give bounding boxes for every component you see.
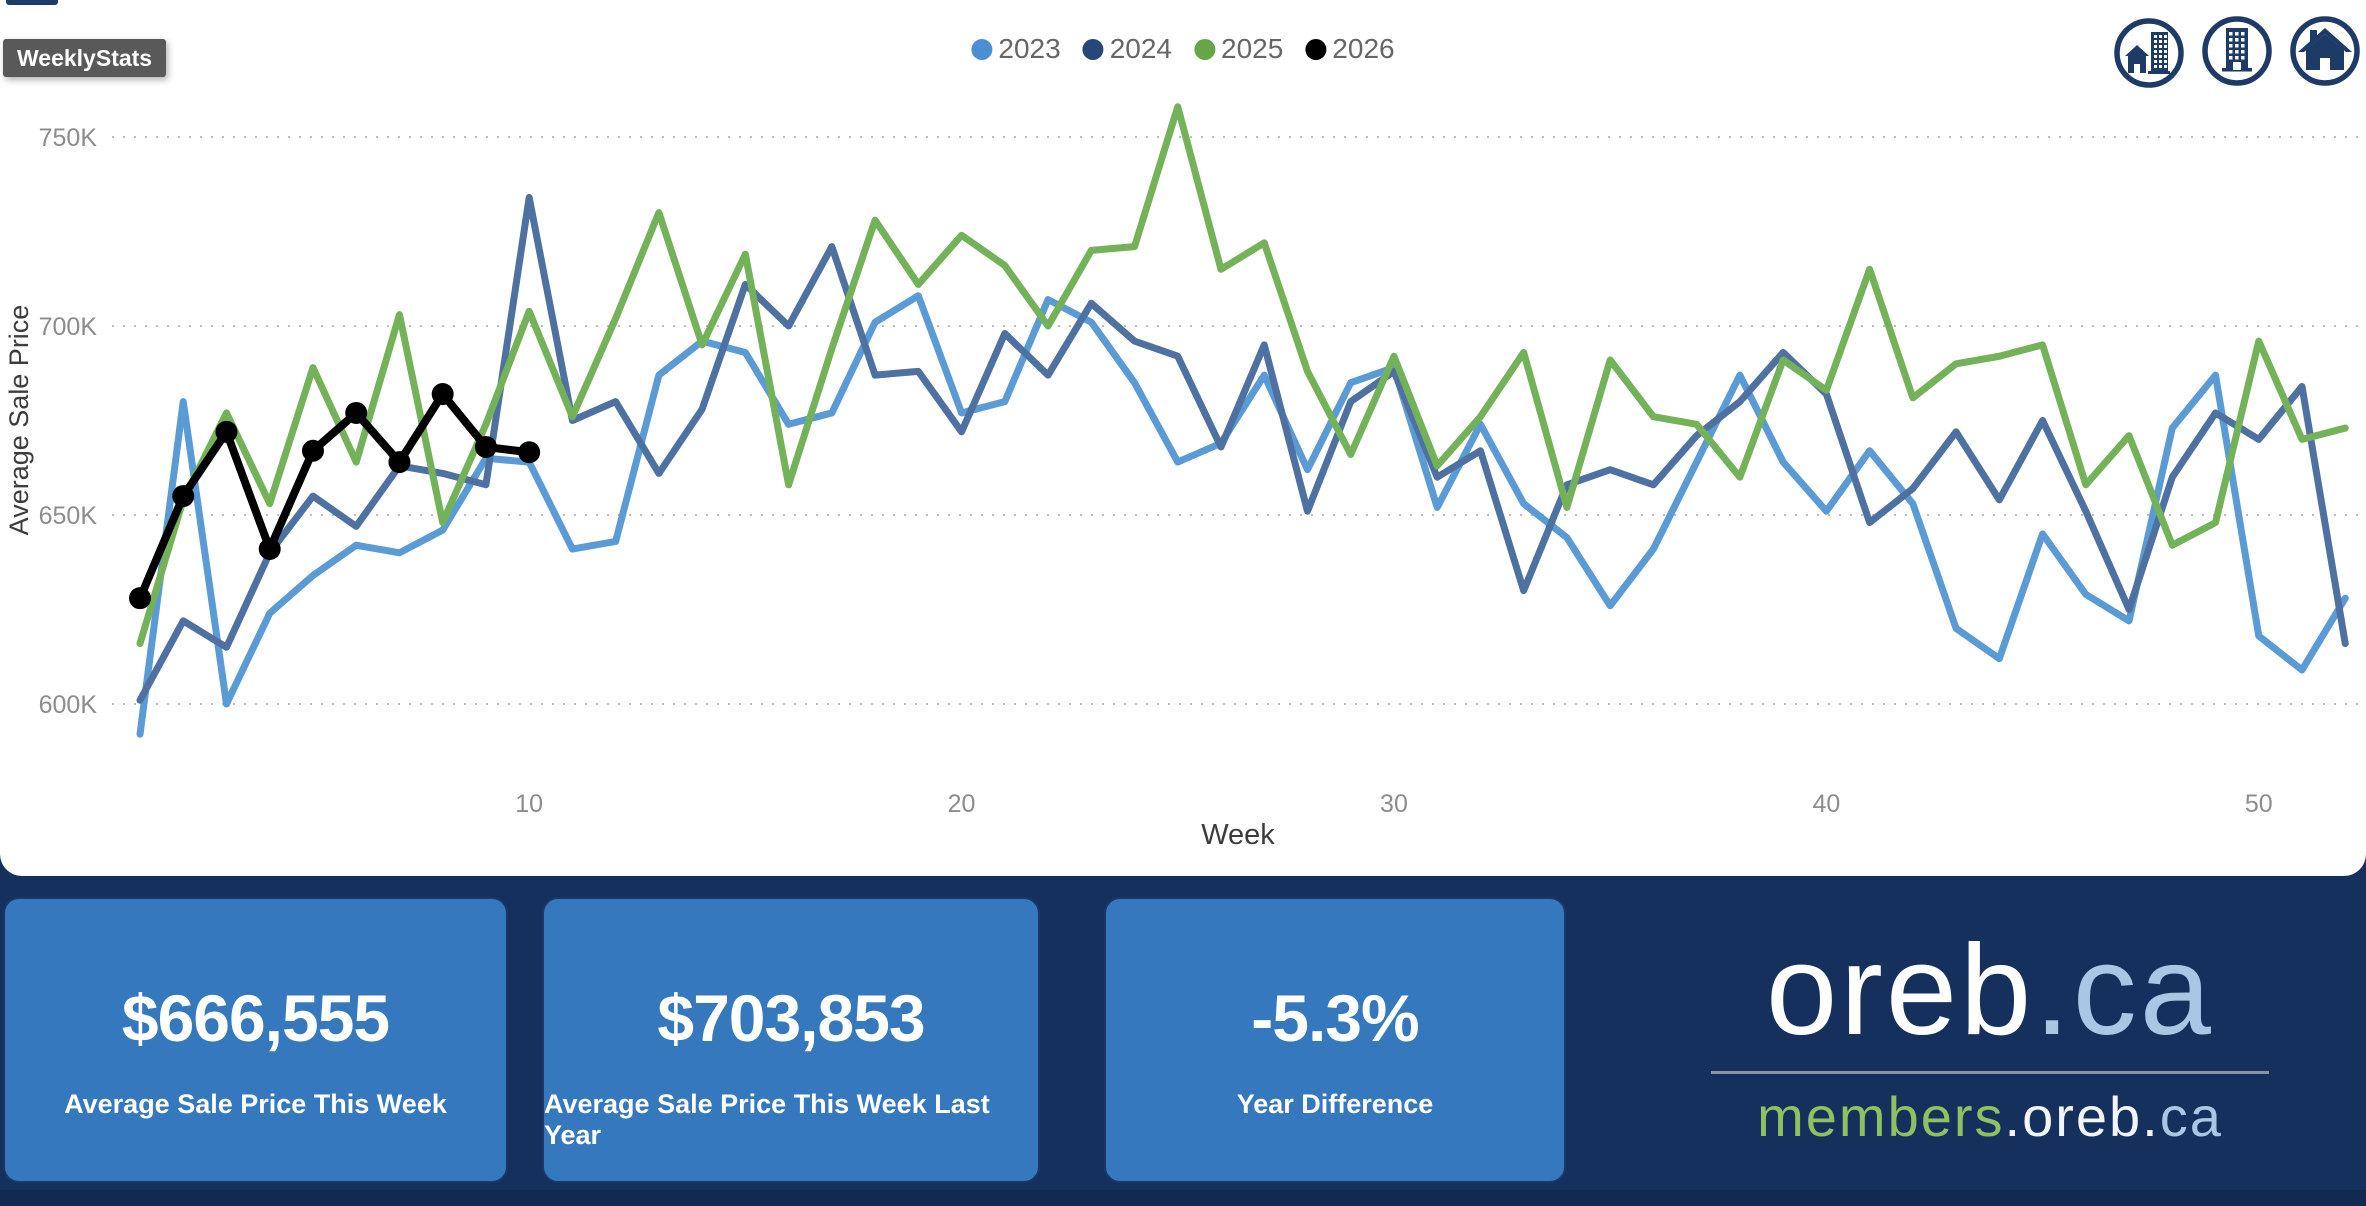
- legend-label: 2023: [998, 33, 1061, 64]
- data-point-2026-week-1[interactable]: [129, 587, 151, 610]
- window-corner-fragment: [6, 0, 58, 5]
- kpi-value: $666,555: [121, 981, 390, 1055]
- house-and-building-icon[interactable]: [2112, 12, 2186, 90]
- x-tick-label: 20: [948, 790, 976, 818]
- kpi-band: $666,555 Average Sale Price This Week $7…: [0, 876, 2366, 1206]
- kpi-label: Average Sale Price This Week: [64, 1089, 447, 1119]
- legend-dot-icon: [1082, 38, 1104, 60]
- report-title-badge: WeeklyStats: [3, 39, 167, 77]
- data-point-2026-week-9[interactable]: [474, 435, 497, 458]
- series-line-2026[interactable]: [136, 390, 534, 603]
- legend-label: 2025: [1221, 33, 1284, 64]
- x-tick-label: 50: [2245, 790, 2273, 818]
- weekly-stats-line-chart: 750K 700K 650K 600K 10 20 30 40 50 Week Average Sa…: [4, 103, 2358, 851]
- data-point-2026-week-4[interactable]: [258, 538, 281, 561]
- data-point-2026-week-8[interactable]: [431, 383, 454, 406]
- legend-dot-icon: [971, 38, 993, 60]
- y-tick-label: 700K: [39, 313, 98, 341]
- nav-icon-group: [2112, 12, 2362, 90]
- kpi-card-avg-price-this-week: $666,555 Average Sale Price This Week: [3, 897, 508, 1183]
- kpi-value: -5.3%: [1251, 981, 1419, 1055]
- legend-item-2023[interactable]: 2023: [971, 33, 1061, 65]
- legend-label: 2024: [1109, 33, 1172, 64]
- data-point-2026-week-10[interactable]: [518, 441, 541, 464]
- kpi-label: Average Sale Price This Week Last Year: [544, 1089, 990, 1150]
- kpi-card-year-difference: -5.3% Year Difference: [1104, 897, 1566, 1183]
- series-line-2024[interactable]: [136, 193, 2349, 704]
- kpi-card-avg-price-last-year: $703,853 Average Sale Price This Week La…: [542, 897, 1040, 1183]
- data-point-2026-week-6[interactable]: [345, 401, 368, 424]
- x-axis-title: Week: [1201, 819, 1275, 851]
- legend-dot-icon: [1194, 38, 1215, 60]
- bottom-strip: [0, 1190, 2366, 1206]
- legend-label: 2026: [1332, 33, 1395, 64]
- oreb-logo-members: members.oreb.ca: [1757, 1085, 2223, 1148]
- data-point-2026-week-2[interactable]: [172, 485, 195, 508]
- data-point-2026-week-5[interactable]: [301, 439, 324, 462]
- oreb-logo: oreb.ca members.oreb.ca: [1640, 897, 2340, 1183]
- data-point-2026-week-3[interactable]: [215, 420, 238, 443]
- series-line-2025[interactable]: [136, 103, 2349, 648]
- legend-item-2025[interactable]: 2025: [1194, 33, 1283, 65]
- chart-legend: 2023 2024 2025 2026: [971, 33, 1395, 65]
- legend-item-2024[interactable]: 2024: [1082, 33, 1172, 65]
- house-icon[interactable]: [2288, 12, 2362, 90]
- kpi-label: Year Difference: [1236, 1089, 1434, 1119]
- oreb-logo-main: oreb.ca: [1766, 919, 2214, 1062]
- x-tick-label: 40: [1812, 790, 1840, 818]
- chart-panel: 750K 700K 650K 600K 10 20 30 40 50 Week Average Sa…: [0, 0, 2366, 876]
- building-icon[interactable]: [2200, 12, 2274, 90]
- series-line-2023[interactable]: [136, 292, 2349, 738]
- y-tick-label: 600K: [39, 691, 98, 719]
- legend-item-2026[interactable]: 2026: [1305, 33, 1395, 65]
- y-tick-label: 750K: [39, 124, 98, 152]
- y-axis-title: Average Sale Price: [4, 305, 34, 536]
- data-point-2026-week-7[interactable]: [388, 451, 411, 474]
- legend-dot-icon: [1305, 38, 1327, 60]
- logo-divider: [1711, 1071, 2269, 1074]
- x-tick-label: 30: [1380, 790, 1408, 818]
- y-tick-label: 650K: [39, 502, 98, 530]
- kpi-value: $703,853: [657, 981, 925, 1055]
- x-tick-label: 10: [515, 790, 543, 818]
